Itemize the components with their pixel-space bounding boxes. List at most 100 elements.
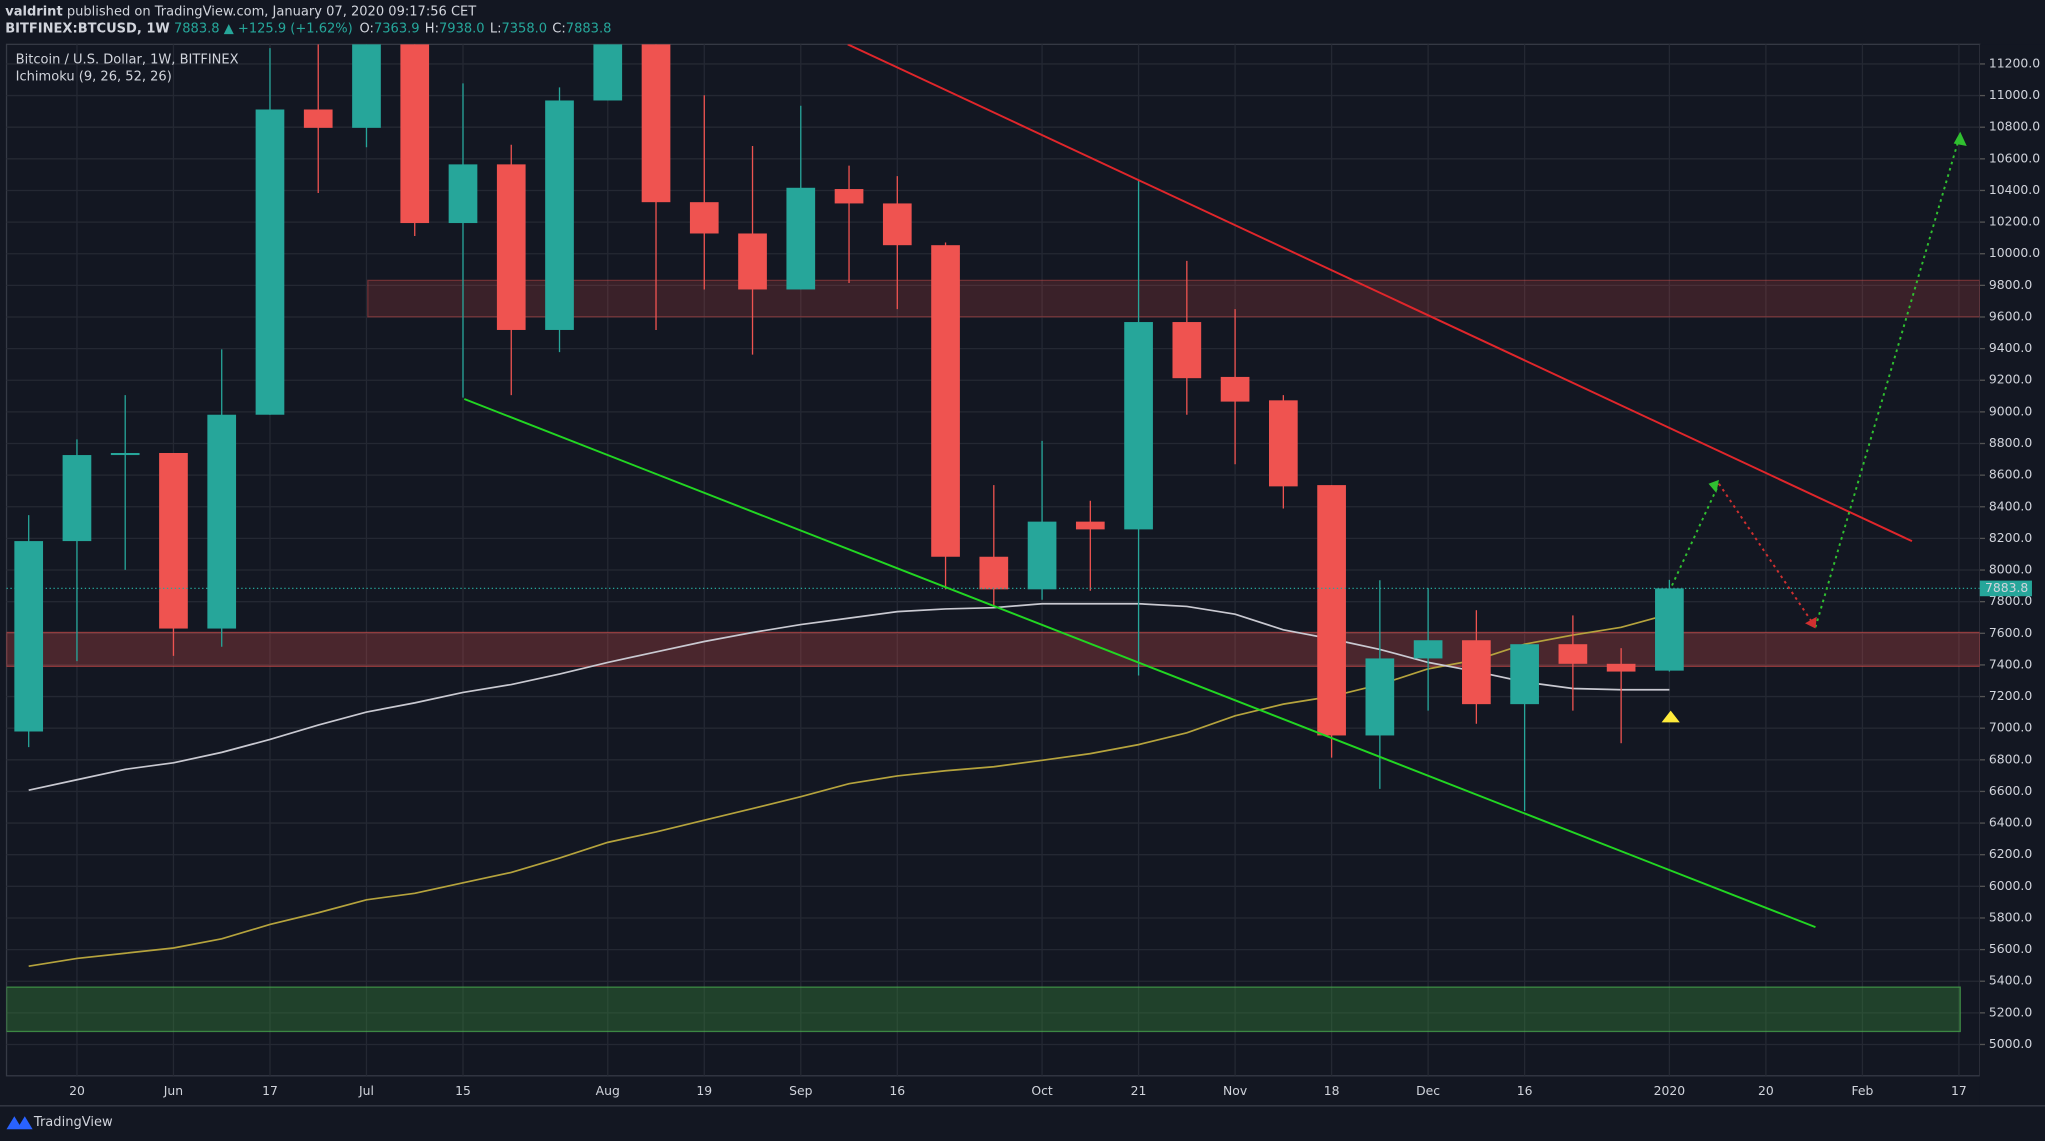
candle-body (14, 541, 44, 732)
y-tick-label: 7800.0 (1989, 594, 2032, 608)
y-tick-label: 10400.0 (1989, 183, 2040, 197)
arrow-head (1953, 131, 1967, 147)
y-tick-label: 10600.0 (1989, 151, 2040, 165)
y-tick-label: 7000.0 (1989, 721, 2032, 735)
projection-rally (1814, 134, 1962, 628)
logo-icon[interactable] (6, 1116, 33, 1130)
x-tick-label: Feb (1851, 1084, 1873, 1098)
y-tick-label: 11200.0 (1989, 56, 2040, 70)
support-zone (6, 631, 1980, 667)
y-tick-label: 5400.0 (1989, 974, 2032, 988)
x-tick-label: 2020 (1654, 1084, 1686, 1098)
ohlc-value: 7358.0 (501, 21, 547, 36)
candle-body (641, 44, 671, 203)
candle-body (545, 100, 574, 330)
arrow-head (1708, 479, 1719, 493)
ohlc-label: L: (490, 21, 502, 36)
candle-body (1558, 644, 1588, 664)
candle-body (1027, 521, 1057, 590)
x-tick-label: 15 (455, 1084, 471, 1098)
symbol-line: BITFINEX:BTCUSD, 1W 7883.8 ▲ +125.9 (+1.… (5, 21, 611, 36)
x-tick-label: Dec (1416, 1084, 1440, 1098)
candle-body (1510, 644, 1539, 705)
x-tick-label: Sep (789, 1084, 812, 1098)
y-tick-label: 9400.0 (1989, 341, 2032, 355)
candle-body (1655, 588, 1684, 671)
candle-body (834, 189, 864, 204)
ohlc-label: O: (360, 21, 374, 36)
x-tick-label: 21 (1131, 1084, 1147, 1098)
y-tick-label: 9800.0 (1989, 278, 2032, 292)
x-tick-label: 17 (262, 1084, 278, 1098)
arrow-head (1805, 616, 1817, 629)
candle-body (1075, 521, 1105, 530)
candle-body (448, 164, 478, 224)
y-tick-label: 9000.0 (1989, 404, 2032, 418)
y-tick-label: 7400.0 (1989, 657, 2032, 671)
indicator-title: Ichimoku (9, 26, 52, 26) (16, 69, 172, 84)
last: 7883.8 (174, 21, 220, 36)
header-line: valdrint published on TradingView.com, J… (5, 4, 476, 19)
x-tick-label: Jun (163, 1084, 183, 1098)
change: ▲ +125.9 (+1.62%) (224, 21, 353, 36)
brand[interactable]: TradingView (33, 1115, 113, 1130)
y-tick-label: 10800.0 (1989, 120, 2040, 134)
y-tick-label: 6000.0 (1989, 879, 2032, 893)
y-tick-label: 9200.0 (1989, 373, 2032, 387)
y-tick-label: 6600.0 (1989, 784, 2032, 798)
y-tick-label: 5000.0 (1989, 1037, 2032, 1051)
author: valdrint (5, 4, 62, 19)
candle-body (689, 202, 719, 234)
y-tick-label: 8800.0 (1989, 436, 2032, 450)
indicator-line (28, 602, 1670, 792)
ohlc-value: 7938.0 (439, 21, 485, 36)
y-tick-label: 8400.0 (1989, 499, 2032, 513)
candle-body (1606, 663, 1636, 672)
candle-body (593, 44, 623, 101)
ohlc-value: 7883.8 (566, 21, 612, 36)
ohlc-value: 7363.9 (374, 21, 420, 36)
candle-body (1124, 322, 1153, 530)
candle-body (1413, 640, 1443, 659)
x-tick-label: 17 (1951, 1084, 1967, 1098)
candle-body (400, 44, 430, 224)
candle-body (1462, 640, 1491, 705)
y-tick-label: 5800.0 (1989, 910, 2032, 924)
descending-support (463, 398, 1816, 929)
logo[interactable] (6, 1116, 33, 1130)
candle-body (738, 233, 767, 290)
x-tick-label: 20 (1758, 1084, 1774, 1098)
y-tick-label: 10000.0 (1989, 246, 2040, 260)
descending-resistance (847, 44, 1913, 543)
x-tick-label: 16 (1517, 1084, 1533, 1098)
candle-body (1317, 485, 1346, 736)
signal-triangle (1661, 710, 1680, 723)
y-tick-label: 5200.0 (1989, 1005, 2032, 1019)
marks (6, 44, 1980, 968)
indicator-line (28, 613, 1670, 968)
candle-body (979, 556, 1009, 590)
chart-title: Bitcoin / U.S. Dollar, 1W, BITFINEX (16, 52, 239, 67)
y-tick-label: 7600.0 (1989, 626, 2032, 640)
ohlc-label: C: (552, 21, 566, 36)
published: published on TradingView.com, January 07… (67, 4, 476, 19)
x-tick-label: 19 (696, 1084, 712, 1098)
axes: 5000.0 5200.0 5400.0 5600.0 5800.0 6000.0 6200… (69, 44, 2045, 1106)
y-tick-label: 10200.0 (1989, 215, 2040, 229)
candle-body (931, 245, 960, 557)
candle-body (303, 109, 333, 128)
ohlc-label: H: (425, 21, 439, 36)
x-tick-label: Aug (596, 1084, 620, 1098)
candle-body (1172, 322, 1202, 379)
candle-body (786, 187, 816, 290)
candle-body (62, 455, 92, 542)
y-tick-label: 8600.0 (1989, 468, 2032, 482)
grid (6, 44, 1980, 1076)
drawings (6, 279, 1980, 1033)
candle-body (207, 414, 237, 629)
projection-down (1718, 483, 1817, 628)
x-tick-label: Nov (1223, 1084, 1247, 1098)
y-tick-label: 8200.0 (1989, 531, 2032, 545)
